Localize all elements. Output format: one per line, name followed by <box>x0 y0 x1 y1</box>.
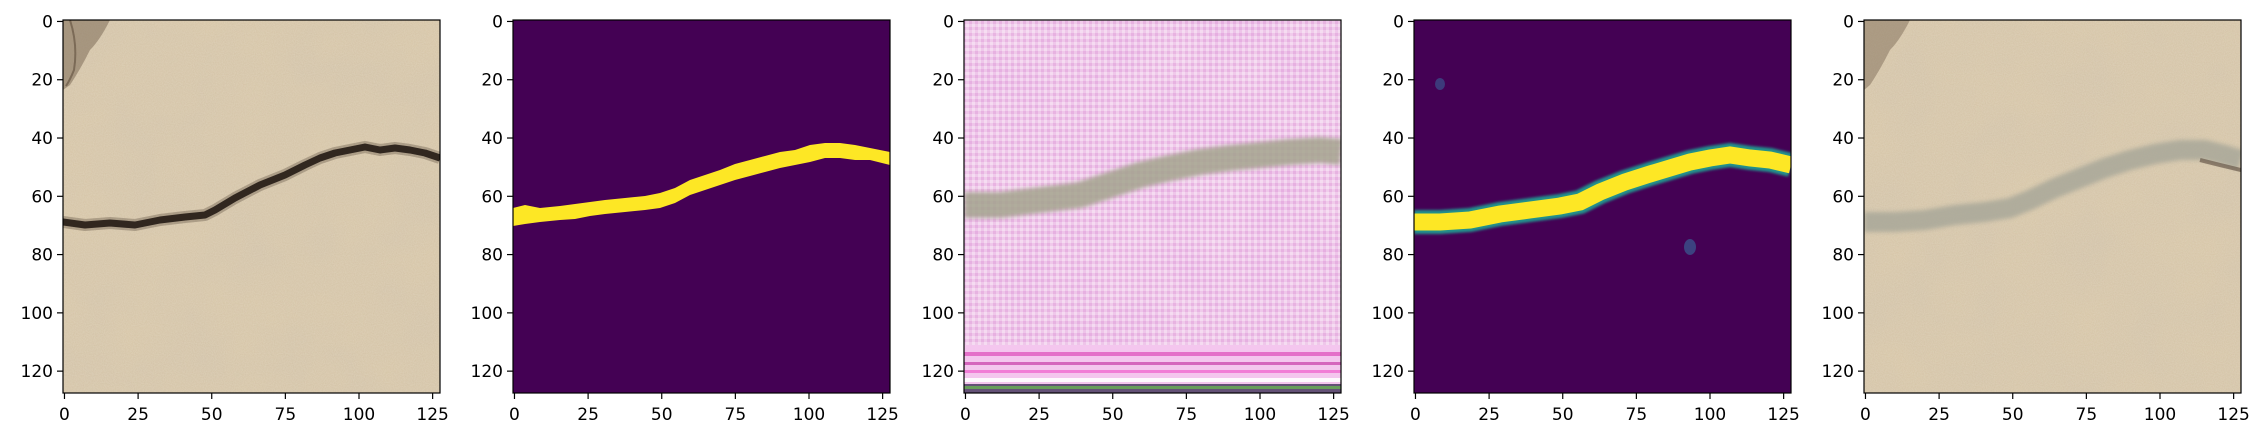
x-tick-label: 125 <box>1767 405 1799 425</box>
y-tick-label: 120 <box>1372 362 1404 382</box>
noise-blob <box>1435 78 1445 90</box>
panel-generated-image <box>963 19 1342 394</box>
axes-frame <box>963 19 1342 394</box>
y-tick-label: 40 <box>31 129 53 149</box>
predicted-crack <box>1414 146 1791 231</box>
x-tick-label: 25 <box>127 405 149 425</box>
x-tick-label: 50 <box>2002 405 2024 425</box>
y-tick-label: 100 <box>471 304 503 324</box>
y-tick-label: 40 <box>481 129 503 149</box>
x-tick-label: 50 <box>1552 405 1574 425</box>
x-tick-label: 100 <box>2144 405 2176 425</box>
y-tick-label: 20 <box>481 71 503 91</box>
y-tick-label: 120 <box>471 362 503 382</box>
x-tick-label: 125 <box>416 405 448 425</box>
x-tick-label: 0 <box>1410 405 1421 425</box>
y-tick-label: 100 <box>1822 304 1854 324</box>
y-tick-label: 40 <box>932 129 954 149</box>
y-tick-label: 40 <box>1832 129 1854 149</box>
y-tick-label: 60 <box>932 187 954 207</box>
panel-reconstructed-photo <box>1863 19 2242 394</box>
axes-frame <box>1413 19 1792 394</box>
x-tick-label: 125 <box>866 405 898 425</box>
y-tick-label: 100 <box>21 304 53 324</box>
x-tick-label: 0 <box>59 405 70 425</box>
x-tick-label: 25 <box>1928 405 1950 425</box>
axes-frame <box>1863 19 2242 394</box>
y-tick-label: 120 <box>922 362 954 382</box>
panel-crack-photo <box>62 19 441 394</box>
panel-predicted-mask <box>1413 19 1792 394</box>
x-tick-label: 25 <box>577 405 599 425</box>
y-tick-label: 40 <box>1382 129 1404 149</box>
y-tick-label: 120 <box>1822 362 1854 382</box>
y-tick-label: 0 <box>943 12 954 32</box>
axes-frame <box>62 19 441 394</box>
x-tick-label: 25 <box>1028 405 1050 425</box>
y-tick-label: 80 <box>481 246 503 266</box>
y-tick-label: 80 <box>932 246 954 266</box>
faded-crack <box>1864 140 2241 232</box>
y-tick-label: 80 <box>1832 246 1854 266</box>
crack-line <box>63 143 440 229</box>
mask-crack <box>513 143 890 226</box>
x-tick-label: 100 <box>343 405 375 425</box>
x-tick-label: 50 <box>201 405 223 425</box>
x-tick-label: 0 <box>509 405 520 425</box>
axes-frame <box>512 19 891 394</box>
y-tick-label: 100 <box>922 304 954 324</box>
panel-ground-truth-mask <box>512 19 891 394</box>
x-tick-label: 0 <box>960 405 971 425</box>
noise-blob <box>1684 239 1696 255</box>
x-tick-label: 75 <box>1626 405 1648 425</box>
x-tick-label: 100 <box>1694 405 1726 425</box>
y-tick-label: 80 <box>31 246 53 266</box>
y-tick-label: 0 <box>492 12 503 32</box>
y-tick-label: 20 <box>1832 71 1854 91</box>
x-tick-label: 75 <box>1176 405 1198 425</box>
x-tick-label: 125 <box>1317 405 1349 425</box>
y-tick-label: 60 <box>1832 187 1854 207</box>
axis-ticks: 0 25 50 75 100 125 0 20 40 60 80 100 120 0 25 50 75 100 12… <box>21 12 2250 425</box>
mask-background <box>1414 20 1791 393</box>
y-tick-label: 120 <box>21 362 53 382</box>
y-tick-label: 60 <box>31 187 53 207</box>
y-tick-label: 60 <box>481 187 503 207</box>
y-tick-label: 60 <box>1382 187 1404 207</box>
x-tick-label: 100 <box>1244 405 1276 425</box>
x-tick-label: 50 <box>1102 405 1124 425</box>
y-tick-label: 100 <box>1372 304 1404 324</box>
x-tick-label: 25 <box>1478 405 1500 425</box>
y-tick-label: 20 <box>31 71 53 91</box>
y-tick-label: 80 <box>1382 246 1404 266</box>
y-tick-label: 0 <box>42 12 53 32</box>
x-tick-label: 100 <box>793 405 825 425</box>
y-tick-label: 20 <box>932 71 954 91</box>
y-tick-label: 0 <box>1393 12 1404 32</box>
x-tick-label: 125 <box>2217 405 2249 425</box>
y-tick-label: 20 <box>1382 71 1404 91</box>
x-tick-label: 50 <box>651 405 673 425</box>
generated-crack-band <box>964 136 1341 218</box>
x-tick-label: 75 <box>725 405 747 425</box>
x-tick-label: 75 <box>275 405 297 425</box>
y-tick-label: 0 <box>1843 12 1854 32</box>
x-tick-label: 75 <box>2076 405 2098 425</box>
x-tick-label: 0 <box>1860 405 1871 425</box>
